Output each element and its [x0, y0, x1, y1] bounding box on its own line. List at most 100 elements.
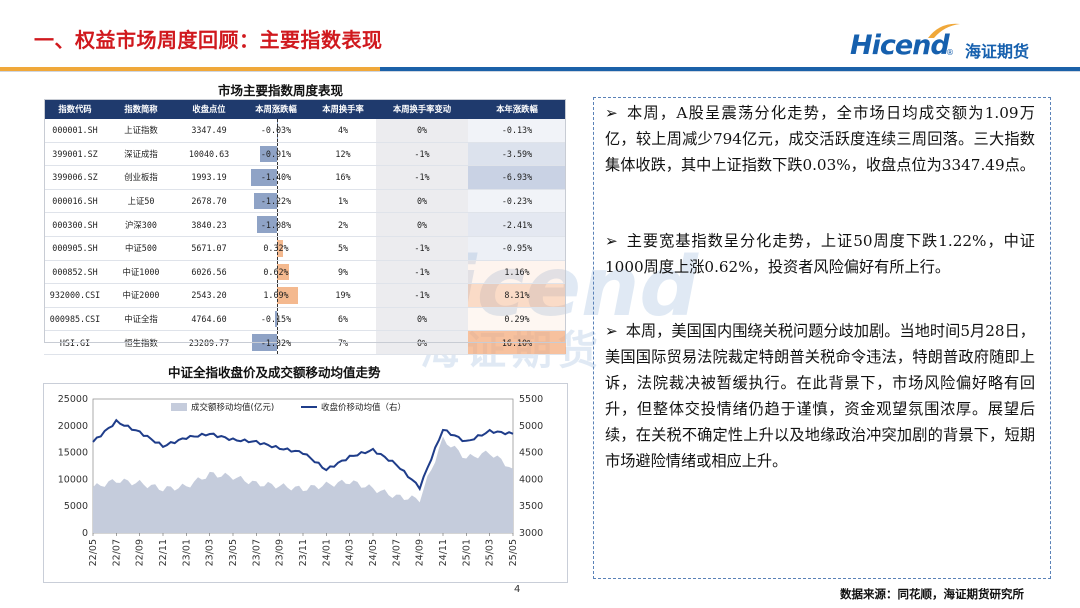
cell-ytd: 16.10% [468, 330, 566, 355]
chart-frame [43, 383, 568, 583]
commentary-paragraph-1: ➢ 本周，A股呈震荡分化走势，全市场日均成交额为1.09万亿，较上周减少794亿元… [605, 100, 1035, 178]
cell-name: 创业板指 [106, 165, 176, 190]
y-left-tick-label: 5000 [64, 501, 88, 512]
turnover-close-chart: 0 5000 10000 15000 20000 25000 3000 3500 4000 450… [58, 394, 543, 566]
cell-week-chg: -0.03% [242, 119, 310, 143]
x-tick-label: 24/07 [391, 539, 402, 566]
y-left-tick-label: 10000 [58, 474, 88, 485]
bullet-arrow-icon: ➢ [605, 232, 618, 250]
cell-name: 中证1000 [106, 260, 176, 285]
cell-week-chg: 0.32% [242, 236, 310, 261]
week-chg-bar [254, 192, 278, 210]
index-table: 指数代码 指数简称 收盘点位 本周涨跌幅 本周换手率 本周换手率变动 本年涨跌幅… [44, 99, 566, 355]
cell-close: 2678.70 [176, 189, 242, 214]
week-chg-text: -0.03% [260, 125, 292, 136]
week-chg-text: -1.40% [260, 172, 292, 183]
table-row: 000985.CSI 中证全指 4764.60 -0.15% 6% 0% 0.29% [44, 307, 566, 332]
week-chg-text: 0.62% [263, 266, 289, 277]
x-tick-label: 24/01 [321, 539, 332, 566]
zero-axis-line [277, 307, 279, 331]
company-logo: Hicend ® 海证期货 [850, 23, 1060, 66]
table-row: 932000.CSI 中证2000 2543.20 1.09% 19% -1% 8.31% [44, 283, 566, 308]
week-chg-bar [250, 169, 278, 186]
cell-turnover: 12% [310, 142, 376, 167]
col-header-ytd: 本年涨跌幅 [468, 99, 566, 119]
cell-turnover: 6% [310, 307, 376, 332]
cell-code: 399001.SZ [44, 142, 106, 167]
week-chg-text: -0.91% [260, 148, 292, 159]
zero-axis-line [277, 236, 279, 260]
cell-code: 000001.SH [44, 119, 106, 143]
cell-ytd: 0.29% [468, 307, 566, 332]
week-chg-bar [274, 310, 278, 328]
cell-turnover: 16% [310, 165, 376, 190]
week-chg-bar [277, 239, 284, 257]
cell-close: 10040.63 [176, 142, 242, 167]
cell-name: 中证500 [106, 236, 176, 261]
slide-title: 一、权益市场周度回顾：主要指数表现 [34, 28, 383, 52]
zero-axis-line [277, 166, 279, 189]
y-right-tick-label: 3500 [519, 501, 543, 512]
x-tick-label: 23/11 [298, 539, 309, 566]
header-stripe-blue [380, 67, 1080, 71]
zero-axis-line [277, 260, 279, 284]
col-header-week-chg: 本周涨跌幅 [242, 99, 310, 119]
col-header-turnover: 本周换手率 [310, 99, 376, 119]
cell-turnover: 19% [310, 283, 376, 308]
cell-code: 000016.SH [44, 189, 106, 214]
x-tick-label: 22/05 [88, 539, 99, 566]
cell-ytd: -6.93% [468, 165, 566, 190]
turnover-area [93, 436, 513, 533]
x-tick-label: 23/05 [228, 539, 239, 566]
cell-name: 恒生指数 [106, 330, 176, 355]
cell-close: 5671.07 [176, 236, 242, 261]
week-chg-text: 1.09% [263, 290, 289, 301]
col-header-code: 指数代码 [44, 99, 106, 119]
cell-close: 3840.23 [176, 212, 242, 237]
cell-close: 1993.19 [176, 165, 242, 190]
x-tick-label: 22/09 [135, 539, 146, 566]
y-left-tick-label: 25000 [58, 394, 88, 405]
week-chg-text: 0.32% [263, 243, 289, 254]
zero-axis-line [277, 189, 279, 213]
legend-turnover-label: 成交额移动均值(亿元) [191, 402, 274, 413]
table-row: 000300.SH 沪深300 3840.23 -1.08% 2% 0% -2.41% [44, 212, 566, 237]
cell-ytd: -0.23% [468, 189, 566, 214]
table-row: 000001.SH 上证指数 3347.49 -0.03% 4% 0% -0.13% [44, 119, 566, 143]
y-right-tick-label: 5500 [519, 394, 543, 405]
x-tick-label: 25/05 [508, 539, 519, 566]
zero-axis-line [277, 119, 279, 142]
cell-code: 000985.CSI [44, 307, 106, 332]
page-number: 4 [514, 584, 521, 595]
cell-turnover: 7% [310, 330, 376, 355]
bullet-arrow-icon: ➢ [605, 322, 618, 340]
close-line [92, 418, 514, 492]
week-chg-bar [276, 122, 278, 139]
x-tick-label: 24/03 [345, 539, 356, 566]
cell-week-chg: -0.15% [242, 307, 310, 332]
zero-axis-line [277, 213, 279, 236]
x-tick-label: 24/11 [438, 539, 449, 566]
table-title: 市场主要指数周度表现 [218, 83, 344, 98]
cell-name: 中证2000 [106, 283, 176, 308]
zero-axis-line [277, 142, 279, 166]
x-tick-label: 22/11 [158, 539, 169, 566]
cell-week-chg: 1.09% [242, 283, 310, 308]
cell-turnover-chg: -1% [376, 165, 468, 190]
x-tick-label: 24/05 [368, 539, 379, 566]
cell-name: 沪深300 [106, 212, 176, 237]
cell-turnover-chg: 0% [376, 119, 468, 143]
cell-turnover: 1% [310, 189, 376, 214]
cell-turnover: 5% [310, 236, 376, 261]
col-header-name: 指数简称 [106, 99, 176, 119]
cell-code: HSI.GI [44, 330, 106, 355]
cell-code: 000905.SH [44, 236, 106, 261]
table-row: 000016.SH 上证50 2678.70 -1.22% 1% 0% -0.23% [44, 189, 566, 214]
cell-turnover-chg: -1% [376, 283, 468, 308]
commentary-paragraph-3: ➢ 本周，美国国内围绕关税问题分歧加剧。当地时间5月28日，美国国际贸易法院裁定特… [605, 318, 1035, 474]
table-row: 000852.SH 中证1000 6026.56 0.62% 9% -1% 1.16% [44, 260, 566, 285]
cell-week-chg: 0.62% [242, 260, 310, 285]
week-chg-bar [259, 145, 278, 163]
cell-ytd: -2.41% [468, 212, 566, 237]
cell-turnover: 9% [310, 260, 376, 285]
